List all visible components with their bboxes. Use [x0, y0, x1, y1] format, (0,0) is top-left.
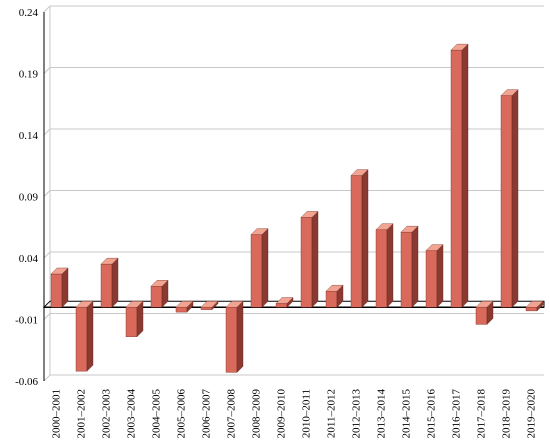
bar — [300, 210, 319, 308]
x-tick-label: 2015–2016 — [426, 389, 438, 439]
x-tick-label: 2016–2017 — [451, 389, 463, 439]
bar — [150, 279, 169, 308]
x-tick-label: 2000–2001 — [51, 389, 63, 439]
bar-side — [361, 169, 369, 308]
x-tick-label: 2014–2015 — [401, 389, 413, 439]
bar — [275, 297, 294, 308]
bar-top — [375, 223, 394, 230]
y-tick-label: 0.04 — [19, 253, 39, 265]
axes — [42, 6, 545, 381]
x-tick-label: 2005–2006 — [176, 389, 188, 439]
bar-top — [250, 228, 269, 235]
gridline-depth — [43, 190, 51, 197]
bar — [175, 300, 194, 313]
bar-top — [450, 43, 469, 51]
bar-top — [350, 169, 369, 176]
bar — [125, 300, 144, 338]
x-tick-label: 2013–2014 — [376, 389, 388, 439]
gridlines — [43, 5, 544, 382]
bar-top — [225, 301, 244, 308]
bars — [50, 43, 544, 373]
bar-side — [311, 210, 319, 308]
x-tick-label: 2006–2007 — [201, 389, 213, 439]
bar-side — [411, 225, 419, 308]
bar-side — [86, 300, 94, 372]
x-tick-label: 2010–2011 — [301, 389, 313, 438]
x-tick-label: 2012–2013 — [351, 389, 363, 439]
x-tick-label: 2011–2012 — [326, 389, 338, 438]
bar-side — [436, 244, 444, 308]
bar-side — [511, 89, 519, 308]
bar — [200, 300, 219, 311]
y-tick-label: -0.01 — [15, 315, 38, 327]
x-tick-label: 2017–2018 — [476, 389, 488, 439]
x-tick-label: 2001–2002 — [76, 389, 88, 439]
bar-side — [111, 257, 119, 308]
x-tick-label: 2004–2005 — [151, 389, 163, 439]
bar — [525, 300, 544, 312]
y-tick-label: -0.06 — [15, 376, 38, 388]
gridline-depth — [43, 374, 51, 382]
x-tick-label: 2019–2020 — [526, 389, 538, 439]
gridline-depth — [43, 313, 51, 320]
bar — [50, 267, 69, 308]
gridline-depth — [43, 128, 51, 136]
bar-top — [125, 301, 144, 308]
bar — [350, 169, 369, 308]
x-tick-labels: 2000–2001 2001–2002 2002–2003 2003–2004 2004… — [51, 389, 538, 439]
bar-side — [461, 43, 469, 308]
bar-top — [200, 301, 219, 308]
x-tick-label: 2003–2004 — [126, 389, 138, 439]
bar — [450, 43, 469, 308]
bar — [500, 89, 519, 308]
bar-top — [150, 280, 169, 287]
bar-top — [75, 301, 94, 308]
x-axis-floor — [42, 300, 545, 308]
bar — [400, 225, 419, 308]
x-tick-label: 2009–2010 — [276, 389, 288, 439]
x-tick-label: 2002–2003 — [101, 389, 113, 439]
x-tick-label: 2008–2009 — [251, 389, 263, 439]
x-tick-label: 2018–2019 — [501, 389, 513, 439]
y-tick-label: 0.24 — [19, 7, 39, 19]
bar-side — [61, 267, 69, 308]
bar-top — [475, 301, 494, 308]
bar-top — [100, 257, 119, 265]
bar — [325, 284, 344, 308]
bar-top — [500, 89, 519, 96]
bar-top — [275, 297, 294, 304]
bar — [75, 300, 94, 372]
bar-side — [386, 223, 394, 308]
y-tick-label: 0.19 — [19, 69, 39, 81]
bar-top — [50, 267, 69, 275]
bar-side — [236, 300, 244, 373]
bar-top — [400, 225, 419, 233]
y-tick-labels: 0.24 0.19 0.14 0.09 0.04 -0.01 -0.06 — [15, 7, 38, 388]
gridline-depth — [43, 67, 51, 74]
bar-top — [300, 211, 319, 218]
bar — [250, 228, 269, 308]
bar-side — [261, 228, 269, 308]
bar — [475, 300, 494, 325]
gridline-depth — [43, 251, 51, 259]
bar — [225, 300, 244, 373]
y-tick-label: 0.14 — [19, 130, 39, 142]
gridline-depth — [43, 5, 51, 13]
bar-top — [525, 301, 544, 308]
bar — [100, 257, 119, 308]
x-tick-label: 2007–2008 — [226, 389, 238, 439]
bar-top — [425, 244, 444, 251]
bar-top — [175, 301, 194, 308]
bar — [425, 244, 444, 308]
y-tick-label: 0.09 — [19, 192, 39, 204]
bar-top — [325, 285, 344, 292]
bar — [375, 223, 394, 308]
